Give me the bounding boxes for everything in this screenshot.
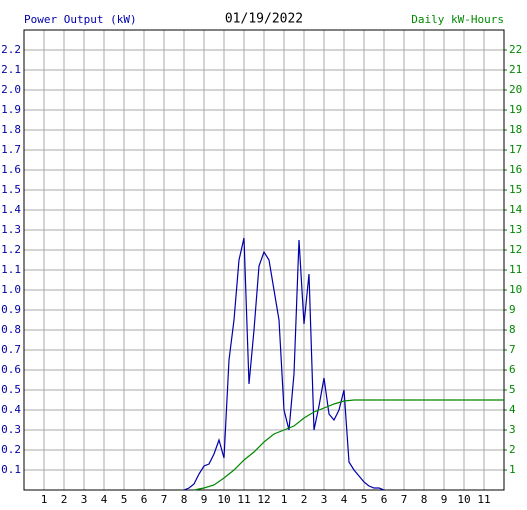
y2-tick-label: 15 <box>509 183 522 196</box>
y2-tick-label: 3 <box>509 423 516 436</box>
x-tick-label: 11 <box>237 493 250 506</box>
y-tick-label: 2.0 <box>1 83 21 96</box>
x-tick-label: 3 <box>321 493 328 506</box>
x-tick-label: 6 <box>381 493 388 506</box>
x-tick-label: 5 <box>121 493 128 506</box>
y-tick-label: 0.9 <box>1 303 21 316</box>
y-tick-label: 0.4 <box>1 403 21 416</box>
y-tick-label: 2.1 <box>1 63 21 76</box>
y2-tick-label: 16 <box>509 163 522 176</box>
x-tick-label: 11 <box>477 493 490 506</box>
y2-tick-label: 12 <box>509 243 522 256</box>
y-tick-label: 1.4 <box>1 203 21 216</box>
y-tick-label: 1.8 <box>1 123 21 136</box>
y2-tick-label: 19 <box>509 103 522 116</box>
y2-tick-label: 20 <box>509 83 522 96</box>
y-tick-label: 1.9 <box>1 103 21 116</box>
y-tick-label: 1.3 <box>1 223 21 236</box>
x-tick-label: 12 <box>257 493 270 506</box>
y2-tick-label: 5 <box>509 383 516 396</box>
y2-tick-label: 1 <box>509 463 516 476</box>
y-tick-label: 1.6 <box>1 163 21 176</box>
y2-tick-label: 22 <box>509 43 522 56</box>
y2-tick-label: 4 <box>509 403 516 416</box>
y-tick-label: 0.6 <box>1 363 21 376</box>
y2-tick-label: 10 <box>509 283 522 296</box>
y-tick-label: 1.2 <box>1 243 21 256</box>
y-axis-title: Power Output (kW) <box>24 13 137 26</box>
y2-tick-label: 6 <box>509 363 516 376</box>
x-tick-label: 5 <box>361 493 368 506</box>
chart-title: 01/19/2022 <box>225 12 303 27</box>
y2-tick-label: 13 <box>509 223 522 236</box>
x-tick-label: 6 <box>141 493 148 506</box>
y2-tick-label: 14 <box>509 203 523 216</box>
x-tick-label: 4 <box>101 493 108 506</box>
x-tick-label: 8 <box>421 493 428 506</box>
y-tick-label: 0.2 <box>1 443 21 456</box>
y-tick-label: 0.7 <box>1 343 21 356</box>
y2-tick-label: 21 <box>509 63 522 76</box>
data-line <box>183 237 385 491</box>
y-tick-label: 0.3 <box>1 423 21 436</box>
x-tick-label: 9 <box>441 493 448 506</box>
y-tick-label: 0.8 <box>1 323 21 336</box>
x-tick-label: 9 <box>201 493 208 506</box>
x-tick-label: 8 <box>181 493 188 506</box>
y2-tick-label: 8 <box>509 323 516 336</box>
y2-tick-label: 9 <box>509 303 516 316</box>
y-tick-label: 0.1 <box>1 463 21 476</box>
plot-frame <box>23 29 505 491</box>
x-tick-label: 3 <box>81 493 88 506</box>
y-tick-label: 1.1 <box>1 263 21 276</box>
y2-tick-label: 18 <box>509 123 522 136</box>
y-tick-label: 0.5 <box>1 383 21 396</box>
y-tick-label: 1.0 <box>1 283 21 296</box>
x-tick-label: 4 <box>341 493 348 506</box>
x-tick-label: 10 <box>217 493 230 506</box>
y2-tick-label: 2 <box>509 443 516 456</box>
x-tick-label: 1 <box>41 493 48 506</box>
x-tick-label: 7 <box>161 493 168 506</box>
x-tick-label: 1 <box>281 493 288 506</box>
y2-tick-label: 7 <box>509 343 516 356</box>
x-tick-label: 10 <box>457 493 470 506</box>
y2-tick-label: 11 <box>509 263 522 276</box>
y2-axis-title: Daily kW-Hours <box>411 13 504 26</box>
data-line <box>193 399 504 491</box>
y-tick-label: 1.5 <box>1 183 21 196</box>
y-tick-label: 2.2 <box>1 43 21 56</box>
x-tick-label: 2 <box>301 493 308 506</box>
x-tick-label: 2 <box>61 493 68 506</box>
y2-tick-label: 17 <box>509 143 522 156</box>
x-tick-label: 7 <box>401 493 408 506</box>
y-tick-label: 1.7 <box>1 143 21 156</box>
